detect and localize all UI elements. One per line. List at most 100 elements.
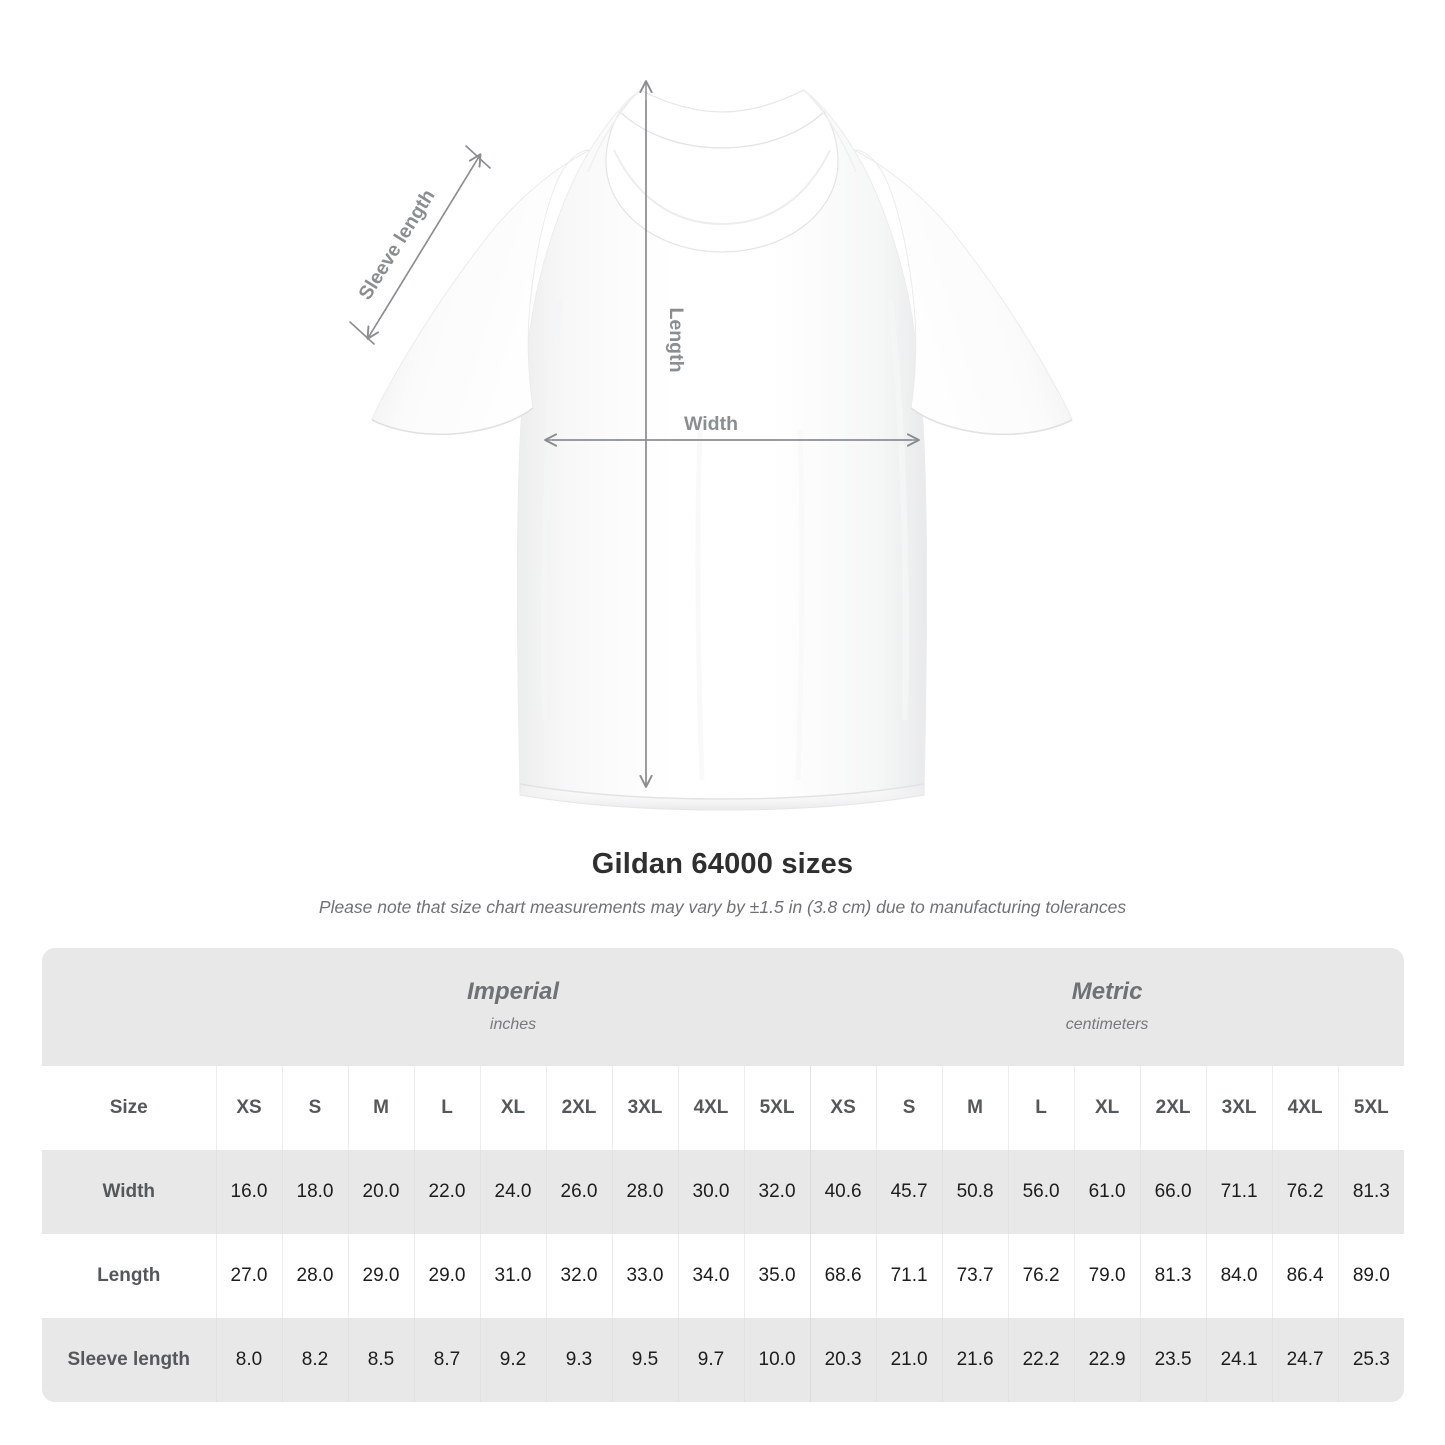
sleeve-length-label: Sleeve length (354, 186, 439, 304)
measurement-cell: 21.0 (875, 1318, 943, 1402)
measurement-cell: 50.8 (941, 1150, 1009, 1234)
measurement-cell: 9.5 (611, 1318, 678, 1402)
width-label: Width (684, 413, 738, 435)
size-column-header: 5XL (743, 1066, 811, 1150)
measurement-cell: 24.7 (1271, 1318, 1339, 1402)
measurement-cell: 28.0 (281, 1234, 348, 1318)
measurement-cell: 35.0 (743, 1234, 811, 1318)
measurement-cell: 68.6 (809, 1234, 877, 1318)
table-row: Sleeve length 8.0 8.2 8.5 8.7 9.2 9.3 9.5 9.7 10.… (42, 1318, 1404, 1402)
measurement-cell: 84.0 (1205, 1234, 1273, 1318)
size-column-header: XS (809, 1066, 877, 1150)
size-chart-table: Imperial inches Metric centimeters Size XS S M L… (42, 948, 1404, 1402)
measurement-cell: 24.0 (479, 1150, 546, 1234)
measurement-cell: 18.0 (281, 1150, 348, 1234)
width-annotation: Width (546, 413, 918, 440)
row-label: Sleeve length (42, 1318, 216, 1402)
measurement-cell: 16.0 (215, 1150, 282, 1234)
table-row: Length 27.0 28.0 29.0 29.0 31.0 32.0 33.0 34.0 35… (42, 1234, 1404, 1318)
size-column-header: 4XL (1271, 1066, 1339, 1150)
measurement-cell: 20.0 (347, 1150, 414, 1234)
measurement-cell: 29.0 (347, 1234, 414, 1318)
measurement-cell: 22.2 (1007, 1318, 1075, 1402)
size-column-header: M (347, 1066, 414, 1150)
measurement-cell: 8.7 (413, 1318, 480, 1402)
measurement-cell: 45.7 (875, 1150, 943, 1234)
size-column-header: S (281, 1066, 348, 1150)
measurement-cell: 24.1 (1205, 1318, 1273, 1402)
measurement-cell: 9.2 (479, 1318, 546, 1402)
unit-banner-imperial: Imperial inches (216, 948, 811, 1066)
length-label: Length (665, 308, 687, 373)
measurement-cell: 20.3 (809, 1318, 877, 1402)
measurement-cell: 76.2 (1007, 1234, 1075, 1318)
row-label: Width (42, 1150, 216, 1234)
size-column-header: S (875, 1066, 943, 1150)
size-column-header: XL (479, 1066, 546, 1150)
heading-block: Gildan 64000 sizes Please note that size… (0, 845, 1445, 919)
size-column-header: L (413, 1066, 480, 1150)
measurement-cell: 34.0 (677, 1234, 744, 1318)
measurement-cell: 61.0 (1073, 1150, 1141, 1234)
measurement-cell: 81.3 (1139, 1234, 1207, 1318)
length-annotation: Length (646, 82, 687, 786)
measurement-cell: 8.0 (215, 1318, 282, 1402)
measurement-cell: 89.0 (1337, 1234, 1404, 1318)
measurement-cell: 31.0 (479, 1234, 546, 1318)
unit-banner-metric: Metric centimeters (810, 948, 1404, 1066)
unit-sublabel: centimeters (1065, 1016, 1149, 1033)
measurement-cell: 32.0 (743, 1150, 811, 1234)
measurement-cell: 23.5 (1139, 1318, 1207, 1402)
measurement-cell: 26.0 (545, 1150, 612, 1234)
measurement-cell: 22.9 (1073, 1318, 1141, 1402)
size-header-row: Size XS S M L XL 2XL 3XL 4XL 5XL XS S M L XL 2XL 3XL 4XL 5… (42, 1066, 1404, 1150)
measurement-cell: 86.4 (1271, 1234, 1339, 1318)
size-column-header: 3XL (1205, 1066, 1273, 1150)
sleeve-arrow-down (368, 154, 481, 338)
measurement-cell: 76.2 (1271, 1150, 1339, 1234)
size-column-header: 3XL (611, 1066, 678, 1150)
unit-sublabel: inches (489, 1016, 537, 1033)
unit-name: Imperial (467, 978, 560, 1005)
measurement-cell: 30.0 (677, 1150, 744, 1234)
table-row: Width 16.0 18.0 20.0 22.0 24.0 26.0 28.0 30.0 32.… (42, 1150, 1404, 1234)
column-header-size: Size (42, 1066, 216, 1150)
measurement-cell: 22.0 (413, 1150, 480, 1234)
size-column-header: M (941, 1066, 1009, 1150)
measurement-cell: 9.3 (545, 1318, 612, 1402)
measurement-cell: 8.5 (347, 1318, 414, 1402)
size-chart-table-wrapper: Imperial inches Metric centimeters Size XS S M L… (42, 948, 1404, 1402)
measurement-cell: 32.0 (545, 1234, 612, 1318)
measurement-cell: 79.0 (1073, 1234, 1141, 1318)
size-column-header: 4XL (677, 1066, 744, 1150)
measurement-cell: 56.0 (1007, 1150, 1075, 1234)
size-column-header: L (1007, 1066, 1075, 1150)
tshirt-shape (371, 89, 1073, 811)
measurement-cell: 21.6 (941, 1318, 1009, 1402)
measurement-cell: 27.0 (215, 1234, 282, 1318)
unit-name: Metric (1071, 978, 1143, 1005)
measurement-cell: 28.0 (611, 1150, 678, 1234)
unit-banner-spacer (42, 948, 216, 1066)
measurement-cell: 71.1 (875, 1234, 943, 1318)
page-title: Gildan 64000 sizes (591, 848, 854, 880)
measurement-cell: 25.3 (1337, 1318, 1404, 1402)
measurement-cell: 10.0 (743, 1318, 811, 1402)
unit-banner-row: Imperial inches Metric centimeters (42, 948, 1404, 1066)
size-column-header: 2XL (545, 1066, 612, 1150)
size-column-header: 5XL (1337, 1066, 1404, 1150)
sleeve-tick-bottom (349, 321, 375, 345)
measurement-cell: 8.2 (281, 1318, 348, 1402)
page-subtitle: Please note that size chart measurements… (318, 897, 1127, 917)
tshirt-measurement-diagram: Sleeve length Length Width (349, 0, 1073, 811)
size-column-header: XS (215, 1066, 282, 1150)
size-column-header: XL (1073, 1066, 1141, 1150)
measurement-cell: 71.1 (1205, 1150, 1273, 1234)
row-label: Length (42, 1234, 216, 1318)
measurement-cell: 73.7 (941, 1234, 1009, 1318)
measurement-cell: 29.0 (413, 1234, 480, 1318)
size-column-header: 2XL (1139, 1066, 1207, 1150)
measurement-cell: 81.3 (1337, 1150, 1404, 1234)
measurement-cell: 66.0 (1139, 1150, 1207, 1234)
measurement-cell: 40.6 (809, 1150, 877, 1234)
